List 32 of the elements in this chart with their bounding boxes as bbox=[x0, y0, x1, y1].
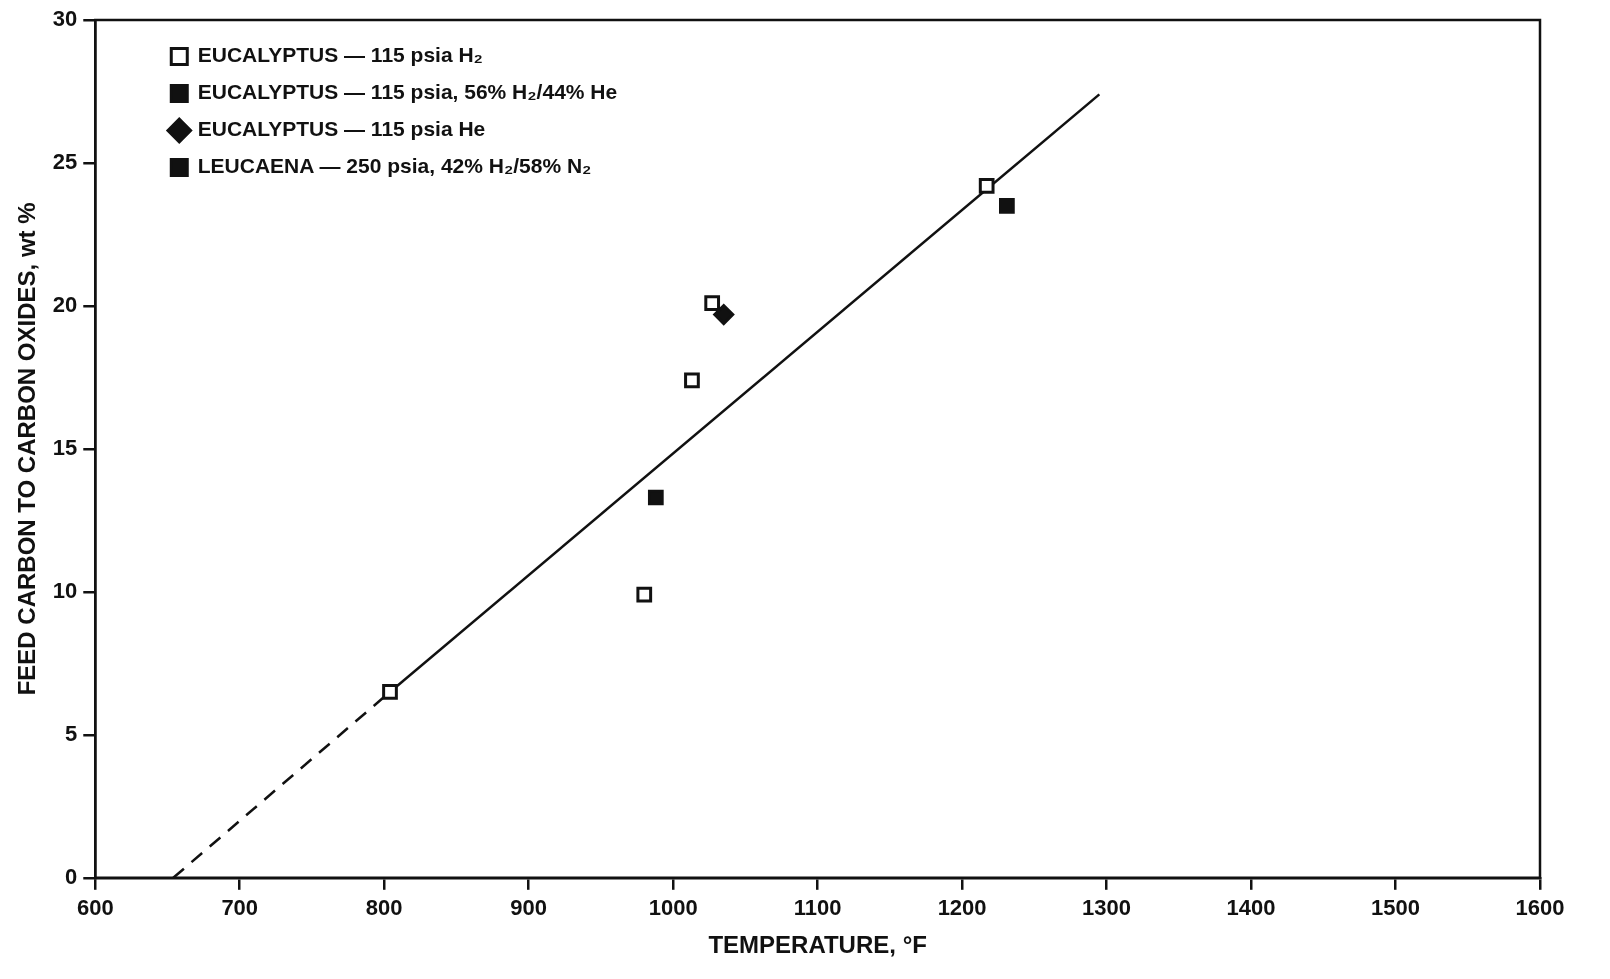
legend-label: EUCALYPTUS — 115 psia H₂ bbox=[197, 43, 483, 67]
point bbox=[382, 684, 398, 700]
point bbox=[978, 177, 995, 194]
x-tick-label: 1400 bbox=[1226, 895, 1276, 921]
y-tick-label: 30 bbox=[52, 6, 78, 32]
point bbox=[636, 586, 653, 603]
x-tick-label: 600 bbox=[76, 895, 114, 921]
y-tick-label: 5 bbox=[65, 720, 78, 746]
y-tick-label: 20 bbox=[52, 292, 78, 317]
x-tick-label: 1300 bbox=[1082, 895, 1132, 921]
y-tick-label: 15 bbox=[52, 434, 78, 460]
x-tick-label: 1200 bbox=[937, 895, 987, 921]
x-tick-label: 1100 bbox=[793, 895, 842, 921]
legend-label: EUCALYPTUS — 115 psia, 56% H₂/44% He bbox=[197, 80, 618, 104]
y-axis-title: FEED CARBON TO CARBON OXIDES, wt % bbox=[13, 202, 41, 696]
y-tick-label: 10 bbox=[52, 577, 78, 603]
point bbox=[999, 197, 1015, 214]
legend-label: LEUCAENA — 250 psia, 42% H₂/58% N₂ bbox=[197, 154, 592, 178]
x-tick-label: 800 bbox=[365, 895, 403, 921]
point bbox=[713, 304, 735, 326]
x-tick-label: 1600 bbox=[1515, 895, 1565, 921]
x-tick-label: 1500 bbox=[1371, 895, 1420, 921]
legend-label: EUCALYPTUS — 115 psia He bbox=[197, 117, 486, 141]
x-axis-title: TEMPERATURE, °F bbox=[708, 931, 927, 959]
x-tick-label: 700 bbox=[221, 895, 259, 921]
point bbox=[647, 489, 664, 506]
x-tick-label: 1000 bbox=[648, 895, 698, 921]
y-tick-label: 0 bbox=[65, 863, 78, 889]
y-tick-label: 25 bbox=[52, 149, 78, 175]
point bbox=[684, 372, 700, 389]
point bbox=[704, 295, 721, 311]
x-tick-label: 900 bbox=[510, 895, 548, 921]
